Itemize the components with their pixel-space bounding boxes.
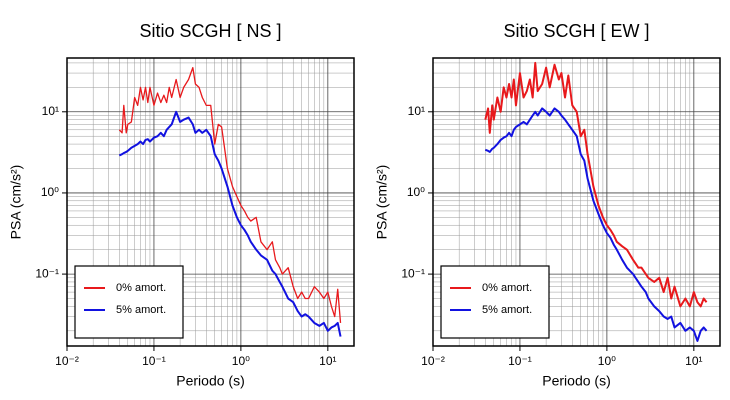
- y-tick-label: 10¹: [42, 104, 59, 118]
- legend-label: 0% amort.: [116, 282, 166, 294]
- legend-label: 5% amort.: [482, 304, 532, 316]
- x-tick-label: 10¹: [685, 354, 702, 368]
- y-tick-label: 10⁻¹: [401, 266, 425, 280]
- x-tick-label: 10⁰: [232, 354, 250, 368]
- data-line: [118, 110, 342, 337]
- chart-title: Sitio SCGH [ NS ]: [139, 21, 281, 41]
- legend-label: 5% amort.: [116, 304, 166, 316]
- x-tick-label: 10¹: [319, 354, 336, 368]
- data-line: [484, 61, 708, 308]
- x-tick-label: 10⁻¹: [142, 354, 166, 368]
- plot-frame: [432, 57, 721, 347]
- legend-label: 0% amort.: [482, 282, 532, 294]
- data-line: [118, 66, 342, 324]
- data-line: [484, 107, 708, 342]
- x-axis-label: Periodo (s): [542, 373, 610, 389]
- x-tick-label: 10⁻²: [421, 354, 445, 368]
- chart-title: Sitio SCGH [ EW ]: [503, 21, 649, 41]
- x-tick-label: 10⁻²: [55, 354, 79, 368]
- y-axis-label: PSA (cm/s²): [374, 165, 390, 240]
- y-axis-label: PSA (cm/s²): [8, 165, 24, 240]
- x-tick-label: 10⁻¹: [508, 354, 532, 368]
- legend-box: [440, 265, 550, 339]
- plot-frame: [66, 57, 355, 347]
- y-tick-label: 10⁰: [407, 185, 425, 199]
- x-tick-label: 10⁰: [598, 354, 616, 368]
- x-axis-label: Periodo (s): [176, 373, 244, 389]
- y-tick-label: 10⁻¹: [35, 266, 59, 280]
- y-tick-label: 10⁰: [41, 185, 59, 199]
- y-tick-label: 10¹: [408, 104, 425, 118]
- legend-box: [74, 265, 184, 339]
